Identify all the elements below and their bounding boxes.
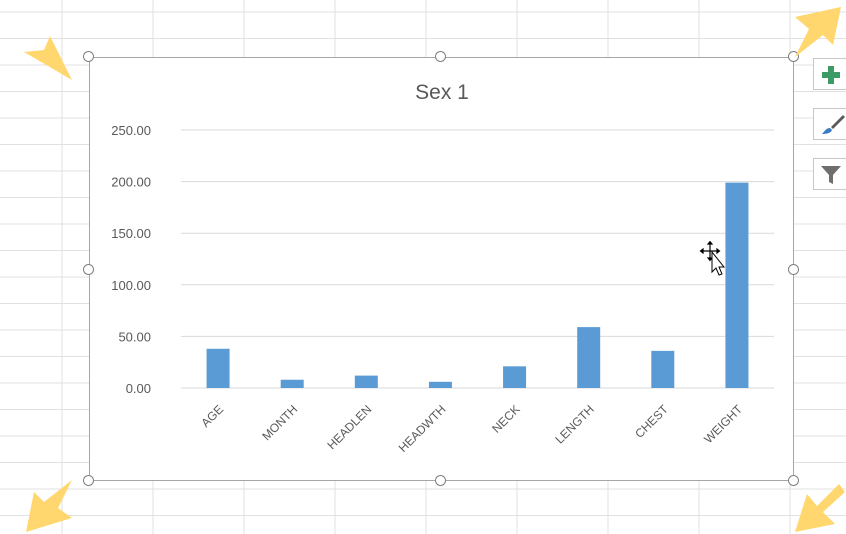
- paintbrush-icon: [822, 115, 845, 134]
- bar[interactable]: [354, 375, 378, 388]
- bar[interactable]: [577, 327, 601, 388]
- plus-icon: [822, 66, 840, 84]
- resize-handle-bottom-left[interactable]: [83, 475, 94, 486]
- resize-handle-right[interactable]: [788, 264, 799, 275]
- y-tick-label: 50.00: [118, 329, 151, 344]
- resize-handle-bottom[interactable]: [435, 475, 446, 486]
- chart-filters-button[interactable]: [813, 158, 846, 190]
- x-tick-label: WEIGHT: [701, 402, 745, 446]
- funnel-icon: [821, 166, 841, 184]
- bar[interactable]: [725, 182, 749, 388]
- arrow-bottom-left-icon: [26, 480, 72, 532]
- arrow-top-right-icon: [795, 7, 841, 57]
- resize-handle-left[interactable]: [83, 264, 94, 275]
- y-tick-label: 200.00: [111, 175, 151, 190]
- chart-title[interactable]: Sex 1: [415, 81, 469, 104]
- x-tick-label: MONTH: [259, 402, 300, 443]
- x-tick-label: HEADLEN: [324, 402, 374, 452]
- y-tick-label: 100.00: [111, 278, 151, 293]
- y-tick-label: 150.00: [111, 226, 151, 241]
- bar[interactable]: [503, 366, 527, 388]
- resize-handle-top[interactable]: [435, 51, 446, 62]
- x-tick-label: AGE: [198, 402, 226, 430]
- y-tick-label: 0.00: [126, 381, 151, 396]
- bar[interactable]: [280, 379, 304, 388]
- x-tick-label: CHEST: [632, 402, 671, 441]
- resize-handle-bottom-right[interactable]: [788, 475, 799, 486]
- resize-handle-top-right[interactable]: [788, 51, 799, 62]
- arrow-bottom-right-icon: [795, 484, 845, 532]
- x-tick-label: NECK: [489, 402, 522, 435]
- move-cursor-icon: [699, 240, 726, 276]
- chart-styles-button[interactable]: [813, 108, 846, 140]
- arrow-top-left-icon: [24, 36, 72, 80]
- resize-handle-top-left[interactable]: [83, 51, 94, 62]
- chart-elements-button[interactable]: [813, 58, 846, 90]
- y-tick-label: 250.00: [111, 123, 151, 138]
- x-tick-label: LENGTH: [552, 402, 596, 446]
- bar-chart[interactable]: Sex 1 0.00 50.00 100.00 150.00 200.00 250.00 A…: [90, 58, 795, 482]
- x-tick-label: HEADWTH: [396, 402, 449, 455]
- bar[interactable]: [651, 350, 675, 388]
- chart-area[interactable]: Sex 1 0.00 50.00 100.00 150.00 200.00 250.00 A…: [89, 57, 794, 481]
- bar[interactable]: [206, 348, 230, 388]
- bar[interactable]: [428, 381, 452, 388]
